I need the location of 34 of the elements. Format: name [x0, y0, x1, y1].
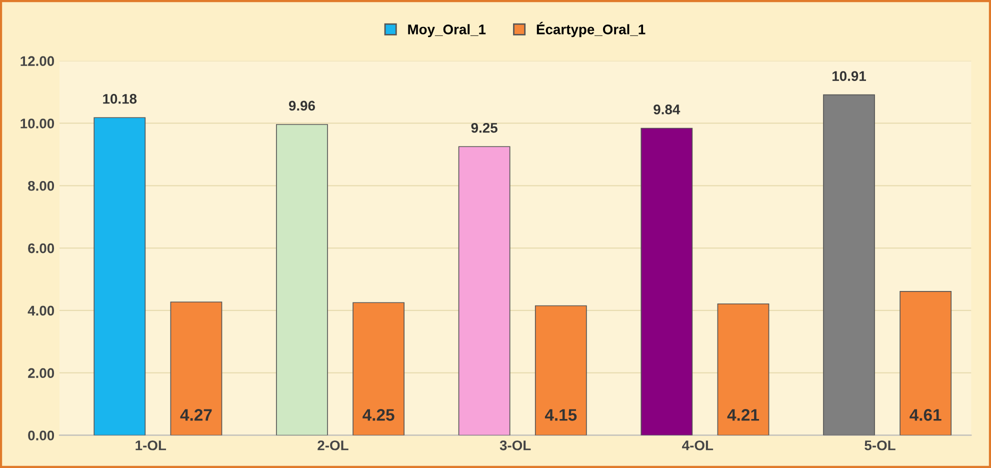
bar — [170, 302, 222, 436]
data-label: 4.21 — [727, 409, 760, 421]
legend-label: Moy_Oral_1 — [408, 24, 486, 38]
data-label: 4.25 — [362, 409, 394, 421]
y-tick-label: 8.00 — [28, 180, 54, 191]
y-tick-label: 0.00 — [28, 430, 54, 440]
data-label: 4.27 — [180, 409, 212, 421]
bar — [352, 302, 405, 436]
bar — [534, 305, 587, 436]
data-label: 9.25 — [471, 122, 498, 133]
data-label: 9.84 — [654, 104, 680, 114]
y-tick-label: 4.00 — [28, 306, 54, 316]
y-tick-label: 2.00 — [28, 368, 54, 378]
x-tick-label: 3-OL — [500, 440, 531, 450]
x-tick-label: 2-OL — [318, 440, 348, 450]
bar — [276, 124, 328, 436]
bar — [717, 303, 770, 436]
bar — [458, 146, 510, 436]
data-label: 10.18 — [103, 94, 137, 104]
bar — [640, 128, 693, 436]
x-tick-label: 5-OL — [864, 440, 896, 450]
data-label: 4.61 — [910, 409, 942, 421]
x-tick-label: 4-OL — [682, 440, 714, 450]
bar — [94, 117, 146, 436]
legend-label: Écartype_Oral_1 — [536, 22, 646, 38]
x-tick-label: 1-OL — [136, 440, 166, 450]
y-tick-label: 12.00 — [20, 56, 54, 66]
data-label: 9.96 — [288, 100, 315, 111]
bar — [900, 290, 952, 436]
y-tick-label: 6.00 — [28, 243, 54, 254]
bar — [823, 94, 875, 436]
data-label: 10.91 — [832, 71, 866, 81]
data-label: 4.15 — [544, 409, 577, 421]
y-tick-label: 10.00 — [20, 118, 54, 128]
